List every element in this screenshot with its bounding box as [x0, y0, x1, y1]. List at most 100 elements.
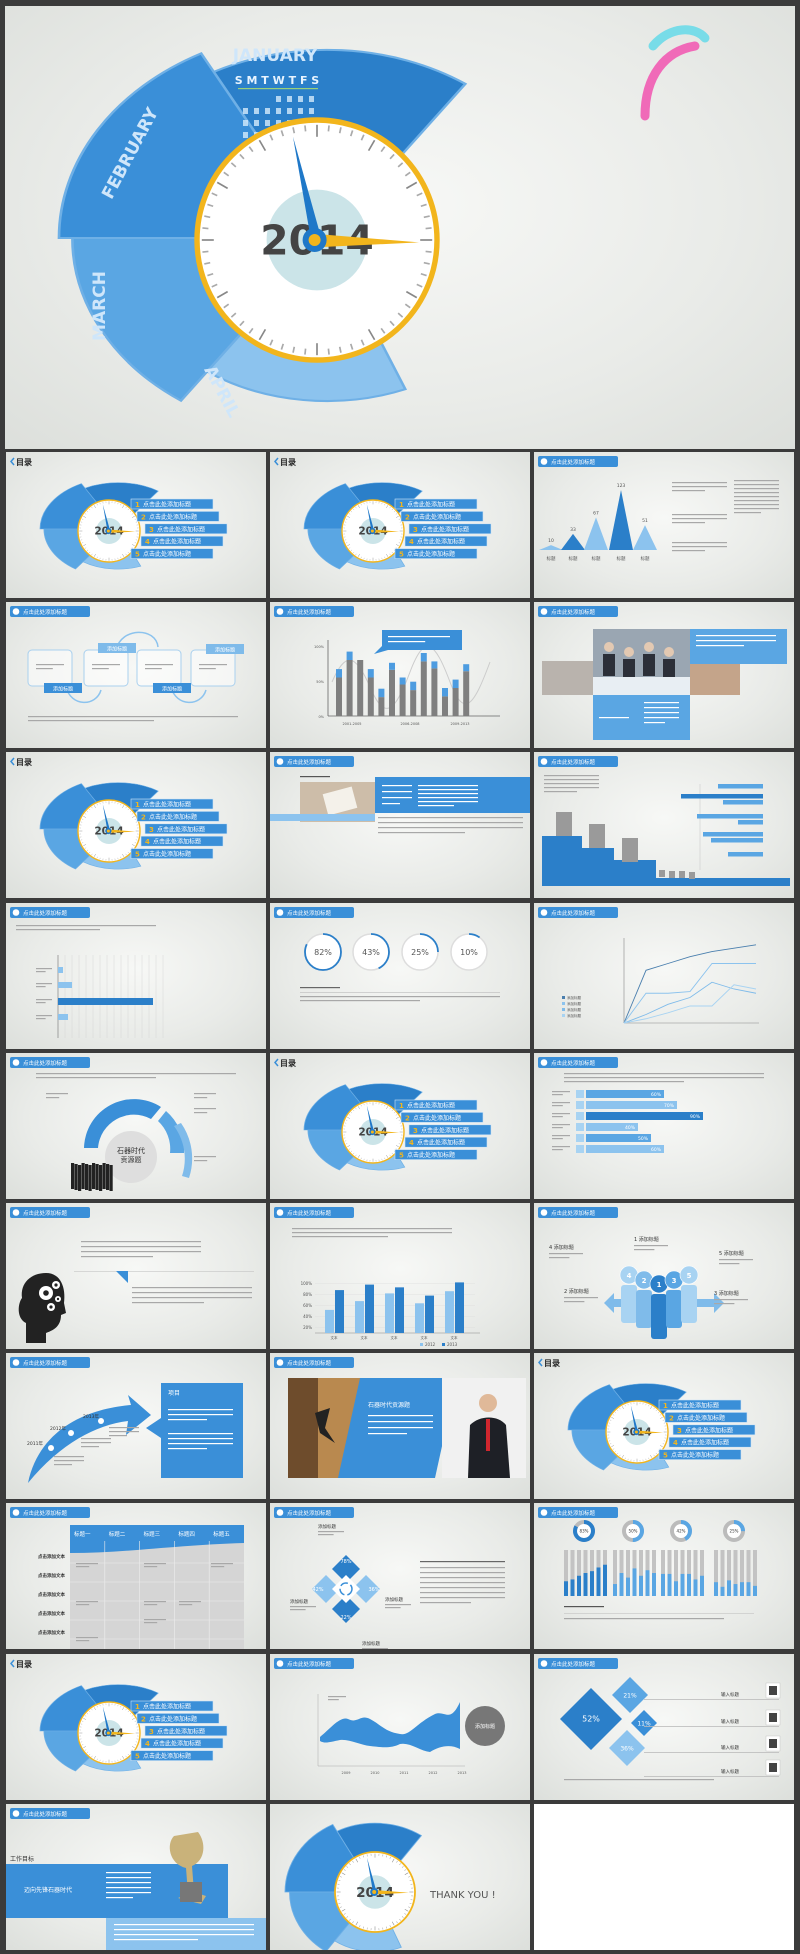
- toc-item[interactable]: 4 点击此处添加标题: [140, 1737, 224, 1749]
- toc-item[interactable]: 3 点击此处添加标题: [144, 823, 228, 835]
- slide-rings-content: 点击此处添加标题 82% 43% 25% 10%: [274, 906, 500, 1001]
- toc-item-label: 点击此处添加标题: [153, 838, 201, 846]
- legend-label: 添加标题: [567, 1013, 581, 1018]
- slide-thumbnail-2[interactable]: 目录20141点击此处添加标题2点击此处添加标题3点击此处添加标题4点击此处添加…: [6, 452, 266, 598]
- toc-item[interactable]: 1 点击此处添加标题: [130, 1700, 214, 1711]
- toc-item[interactable]: 3 点击此处添加标题: [672, 1424, 756, 1436]
- bar-fill: [639, 1576, 643, 1597]
- clock-tick: [93, 854, 96, 858]
- toc-title: 目录: [280, 1059, 296, 1068]
- toc-item[interactable]: 1 点击此处添加标题: [394, 1099, 478, 1111]
- slide-thumbnail-7[interactable]: 点击此处添加标题: [534, 602, 794, 749]
- toc-item[interactable]: 5 点击此处添加标题: [394, 1149, 478, 1160]
- slide-header-tab: [274, 1507, 354, 1519]
- slide-thumbnail-6[interactable]: 点击此处添加标题 0% 50% 100% 2001-2005 2006-2008 2009-…: [270, 602, 530, 749]
- slide-thumbnail-25[interactable]: 点击此处添加标题 83% 50% 42% 25%: [534, 1503, 794, 1650]
- meeting-table: [593, 677, 690, 696]
- slide-thumbnail-10[interactable]: 点击此处添加标题: [534, 752, 794, 899]
- clock-tick: [125, 506, 127, 509]
- toc-item[interactable]: 3 点击此处添加标题: [408, 1124, 492, 1135]
- clock-tick: [386, 1105, 389, 1109]
- slide-thumbnail-16[interactable]: 点击此处添加标题 60% 70% 90% 40% 50% 60%: [534, 1052, 794, 1199]
- toc-item[interactable]: 2 点击此处添加标题: [136, 811, 220, 823]
- slide-thumbnail-20[interactable]: 点击此处添加标题 2011年 2012年 2013年 项目: [6, 1353, 266, 1500]
- slide-thumbnail-18[interactable]: 点击此处添加标题 20% 40% 60% 80% 100% 文本 文本 文本 文本 文本 2012 20…: [270, 1203, 530, 1349]
- crowd-silhouette: [92, 1162, 96, 1189]
- project-box-pointer: [146, 1418, 161, 1439]
- slide-thumbnail-24[interactable]: 点击此处添加标题 78% 36% 22% 42% 添加标题 添加标题 添加标题 添加标题: [270, 1503, 530, 1650]
- slide-thumbnail-9[interactable]: 点击此处添加标题: [270, 752, 530, 899]
- toc-item[interactable]: 4 点击此处添加标题: [404, 535, 488, 547]
- clock-tick: [616, 1409, 619, 1412]
- body-text-line: [76, 1566, 90, 1568]
- toc-item[interactable]: 3 点击此处添加标题: [144, 523, 228, 535]
- slide-thumbnail-12[interactable]: 点击此处添加标题 82% 43% 25% 10%: [270, 902, 530, 1049]
- y-tick-label: 40%: [303, 1314, 312, 1319]
- toc-item[interactable]: 4 点击此处添加标题: [140, 836, 224, 847]
- toc-item[interactable]: 2 点击此处添加标题: [136, 1712, 220, 1724]
- chevron-left-icon: [538, 1358, 543, 1367]
- toc-item[interactable]: 2 点击此处添加标题: [664, 1412, 748, 1423]
- toc-item[interactable]: 1 点击此处添加标题: [130, 498, 214, 510]
- category-icon: [576, 1144, 584, 1153]
- slide-thumbnail-29[interactable]: 点击此处添加标题 工作目标 迈向先锋石器时代: [6, 1803, 266, 1950]
- slide-header-tab: [10, 1507, 90, 1519]
- slide-thumbnail-14[interactable]: 点击此处添加标题 石器时代 贡源题: [6, 1052, 266, 1199]
- clock-hour-hand: [373, 529, 400, 533]
- toc-item[interactable]: 2 点击此处添加标题: [400, 511, 484, 522]
- slide-thumbnail-8[interactable]: 目录20141点击此处添加标题2点击此处添加标题3点击此处添加标题4点击此处添加…: [6, 752, 266, 899]
- slide-thumbnail-13[interactable]: 点击此处添加标题 添加标题 添加标题 添加标题 添加标题: [534, 902, 794, 1049]
- toc-item[interactable]: 5 点击此处添加标题: [658, 1449, 742, 1461]
- slide-arrow-content: 点击此处添加标题 2011年 2012年 2013年 项目: [10, 1357, 243, 1484]
- slide-thumbnail-15[interactable]: 目录20141点击此处添加标题2点击此处添加标题3点击此处添加标题4点击此处添加…: [270, 1052, 530, 1199]
- toc-item[interactable]: 4 点击此处添加标题: [140, 535, 224, 547]
- slide-thumbnail-30[interactable]: 2014THANK YOU !: [270, 1803, 530, 1950]
- slide-thumbnail-11[interactable]: 点击此处添加标题: [6, 902, 266, 1049]
- clock-tick: [339, 1906, 342, 1908]
- toc-item-label: 点击此处添加标题: [143, 501, 191, 509]
- body-text-line: [385, 1604, 411, 1606]
- toc-item-label: 点击此处添加标题: [685, 1426, 733, 1434]
- slide-grouped-content: 点击此处添加标题 20% 40% 60% 80% 100% 文本 文本 文本 文本 文本 2012 20…: [274, 1207, 480, 1347]
- clock-tick: [91, 807, 93, 809]
- toc-item[interactable]: 1 点击此处添加标题: [130, 799, 214, 810]
- slide-thumbnail-23[interactable]: 点击此处添加标题 标题一 标题二 标题三 标题四 标题五 点击添加文本 点击添加文本 点击添加文…: [6, 1503, 266, 1650]
- toc-item[interactable]: 5 点击此处添加标题: [130, 1749, 214, 1761]
- slide-thumbnail-5[interactable]: 点击此处添加标题 添加标题 添加标题 添加标题 添加标题: [6, 602, 266, 749]
- toc-item[interactable]: 1 点击此处添加标题: [658, 1399, 742, 1411]
- slide-thumbnail-31[interactable]: [534, 1803, 794, 1950]
- body-text-line: [144, 1622, 158, 1624]
- toc-item[interactable]: 4 点击此处添加标题: [404, 1136, 488, 1148]
- toc-item[interactable]: 3 点击此处添加标题: [408, 523, 492, 535]
- header-bullet-icon: [276, 1509, 284, 1517]
- body-text-line: [76, 1637, 98, 1639]
- body-text-line: [564, 1606, 604, 1608]
- clock-tick: [122, 505, 125, 509]
- body-text-line: [420, 1577, 505, 1579]
- slide-thumbnail-17[interactable]: 点击此处添加标题: [6, 1203, 266, 1349]
- toc-item[interactable]: 2 点击此处添加标题: [400, 1111, 484, 1123]
- toc-item[interactable]: 5 点击此处添加标题: [394, 548, 478, 559]
- toc-item[interactable]: 5 点击此处添加标题: [130, 848, 214, 860]
- category-icon: [576, 1111, 584, 1120]
- slide-thumbnail-3[interactable]: 目录20141点击此处添加标题2点击此处添加标题3点击此处添加标题4点击此处添加…: [270, 452, 530, 598]
- clock-tick: [88, 852, 91, 854]
- slide-thumbnail-4[interactable]: 点击此处添加标题 10 标题 33 标题 67 标题 123 标题 51 标题: [534, 452, 794, 598]
- body-text-line: [114, 1923, 254, 1925]
- toc-item[interactable]: 2 点击此处添加标题: [136, 511, 220, 522]
- slide-thumbnail-19[interactable]: 点击此处添加标题 4 2 1 3 5 1 添加标题 4 添加标题 2 添加标题 5 添加标题 3 添…: [534, 1203, 794, 1349]
- clock-tick: [134, 542, 137, 544]
- toc-item[interactable]: 5 点击此处添加标题: [130, 548, 214, 559]
- slide-thumbnail-21[interactable]: 点击此处添加标题 石器时代贡源题: [270, 1353, 530, 1500]
- process-tag: [98, 643, 136, 654]
- slide-thumbnail-22[interactable]: 目录20141点击此处添加标题2点击此处添加标题3点击此处添加标题4点击此处添加…: [534, 1353, 794, 1500]
- arc-segment: [84, 1098, 161, 1148]
- toc-item[interactable]: 3 点击此处添加标题: [144, 1725, 228, 1736]
- diamond-title: 输入标题: [721, 1718, 739, 1725]
- slide-thumbnail-27[interactable]: 点击此处添加标题 2009 2010 2011 2012 2013 添加标题: [270, 1653, 530, 1800]
- slide-thumbnail-26[interactable]: 目录20141点击此处添加标题2点击此处添加标题3点击此处添加标题4点击此处添加…: [6, 1653, 266, 1800]
- toc-item[interactable]: 1 点击此处添加标题: [394, 498, 478, 510]
- toc-item[interactable]: 4 点击此处添加标题: [668, 1437, 752, 1448]
- slide-thumbnail-28[interactable]: 点击此处添加标题 52% 21% 11% 36% 输入标题 输入标题 输入标题 输入标题: [534, 1653, 794, 1800]
